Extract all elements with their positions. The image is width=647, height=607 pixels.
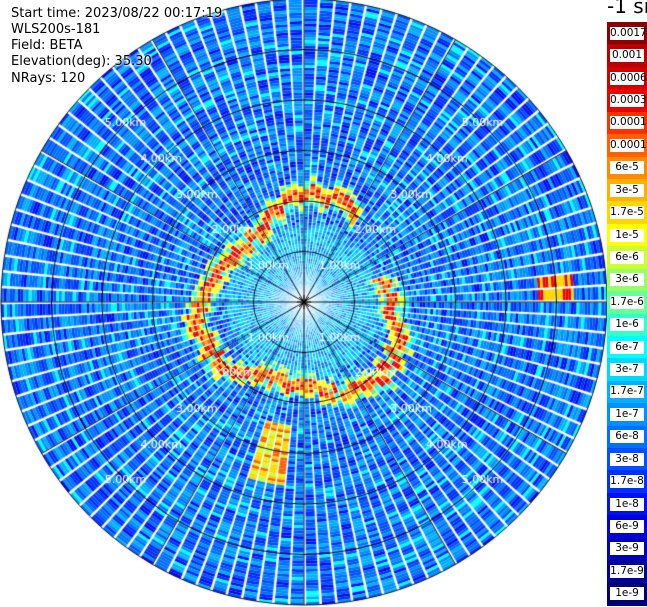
- colorbar-tick-label: 1.7e-5: [610, 206, 644, 220]
- colorbar-unit-title: -1 sr: [607, 0, 647, 18]
- colorbar-tick-label: 6e-5: [610, 161, 644, 175]
- colorbar-tick-label: 1.7e-9: [610, 564, 644, 578]
- colorbar-tick-label: 1.7e-6: [610, 295, 644, 309]
- colorbar-tick-label: 1e-9: [610, 587, 644, 601]
- elevation-label: Elevation(deg): 35.30: [11, 54, 152, 69]
- start-time-label: Start time: 2023/08/22 00:17:19: [11, 6, 223, 21]
- colorbar-tick-label: 1.7e-8: [610, 475, 644, 489]
- colorbar-tick-label: 3e-6: [610, 273, 644, 287]
- colorbar-tick-label: 1e-7: [610, 407, 644, 421]
- colorbar-tick-label: 3e-7: [610, 363, 644, 377]
- colorbar-tick-label: 0.001: [610, 49, 644, 63]
- colorbar: 0.0017 0.001 0.0006 0.0003 0.00017 0.0001 6e-5…: [607, 22, 647, 606]
- colorbar-tick-label: 1e-6: [610, 318, 644, 332]
- colorbar-tick-label: 1e-8: [610, 497, 644, 511]
- colorbar-tick-label: 3e-9: [610, 542, 644, 556]
- colorbar-tick-label: 6e-7: [610, 340, 644, 354]
- colorbar-tick-label: 3e-5: [610, 183, 644, 197]
- colorbar-tick-label: 0.0006: [610, 71, 647, 85]
- colorbar-tick-label: 6e-6: [610, 250, 644, 264]
- colorbar-tick-label: 0.0001: [610, 138, 647, 152]
- colorbar-tick-label: 3e-8: [610, 452, 644, 466]
- colorbar-tick-label: 1.7e-7: [610, 385, 644, 399]
- colorbar-tick-label: 0.00017: [610, 116, 647, 130]
- colorbar-tick-label: 6e-9: [610, 520, 644, 534]
- colorbar-tick-label: 0.0003: [610, 93, 647, 107]
- colorbar-tick-label: 1e-5: [610, 228, 644, 242]
- instrument-label: WLS200s-181: [11, 22, 101, 37]
- colorbar-tick-label: 6e-8: [610, 430, 644, 444]
- field-label: Field: BETA: [11, 38, 83, 53]
- colorbar-tick-label: 0.0017: [610, 26, 647, 40]
- nrays-label: NRays: 120: [11, 71, 86, 86]
